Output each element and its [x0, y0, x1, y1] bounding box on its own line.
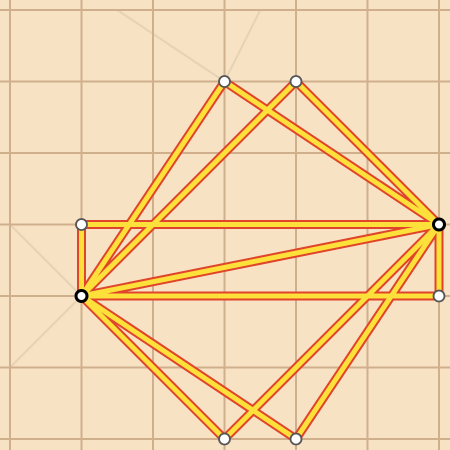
hint-line	[223, 9, 262, 82]
nodes	[74, 75, 446, 446]
hint-line	[116, 9, 226, 83]
node[interactable]	[75, 218, 88, 231]
edge-fill	[79, 293, 227, 442]
node-selected[interactable]	[432, 217, 446, 232]
edge-fill	[222, 222, 442, 442]
node[interactable]	[432, 289, 446, 303]
edge-fill	[79, 79, 227, 299]
node[interactable]	[218, 75, 231, 88]
edge-fill	[293, 222, 442, 442]
node[interactable]	[289, 75, 303, 88]
hint-line	[9, 223, 83, 297]
edge-fill	[79, 222, 442, 299]
node[interactable]	[218, 432, 231, 446]
edge-fill	[79, 293, 299, 442]
node[interactable]	[289, 432, 303, 446]
hint-lines	[9, 9, 262, 369]
hint-line	[9, 295, 83, 369]
edge-fill	[222, 79, 442, 227]
edge-fill	[293, 79, 442, 227]
node-selected[interactable]	[74, 289, 89, 303]
edges	[77, 77, 444, 444]
edge-fill	[79, 79, 299, 299]
